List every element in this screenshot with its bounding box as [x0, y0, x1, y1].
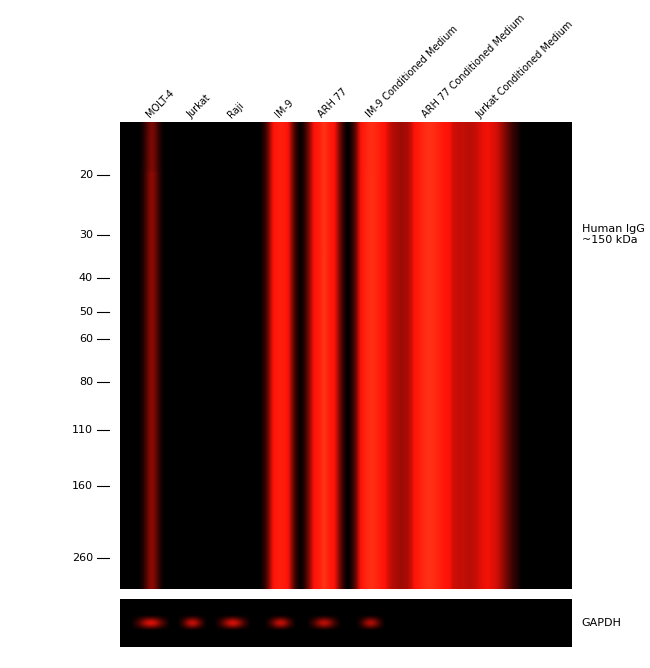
- Text: GAPDH: GAPDH: [582, 618, 621, 627]
- Text: Jurkat Conditioned Medium: Jurkat Conditioned Medium: [474, 19, 575, 120]
- Text: 20: 20: [79, 170, 93, 180]
- Text: 30: 30: [79, 230, 93, 240]
- Text: 160: 160: [72, 480, 93, 490]
- Text: Jurkat: Jurkat: [185, 92, 213, 120]
- Text: IM-9 Conditioned Medium: IM-9 Conditioned Medium: [364, 24, 460, 120]
- Text: Raji: Raji: [226, 100, 246, 120]
- Text: ARH 77 Conditioned Medium: ARH 77 Conditioned Medium: [421, 13, 526, 120]
- Text: 40: 40: [79, 273, 93, 283]
- Text: 110: 110: [72, 425, 93, 435]
- Text: Human IgG: Human IgG: [582, 224, 645, 234]
- Text: ~150 kDa: ~150 kDa: [582, 235, 638, 245]
- Text: 80: 80: [79, 377, 93, 387]
- Text: 50: 50: [79, 307, 93, 317]
- Text: ARH 77: ARH 77: [317, 87, 349, 120]
- Text: MOLT-4: MOLT-4: [145, 88, 177, 120]
- Text: IM-9: IM-9: [274, 98, 296, 120]
- Text: 260: 260: [72, 553, 93, 563]
- Text: 60: 60: [79, 334, 93, 344]
